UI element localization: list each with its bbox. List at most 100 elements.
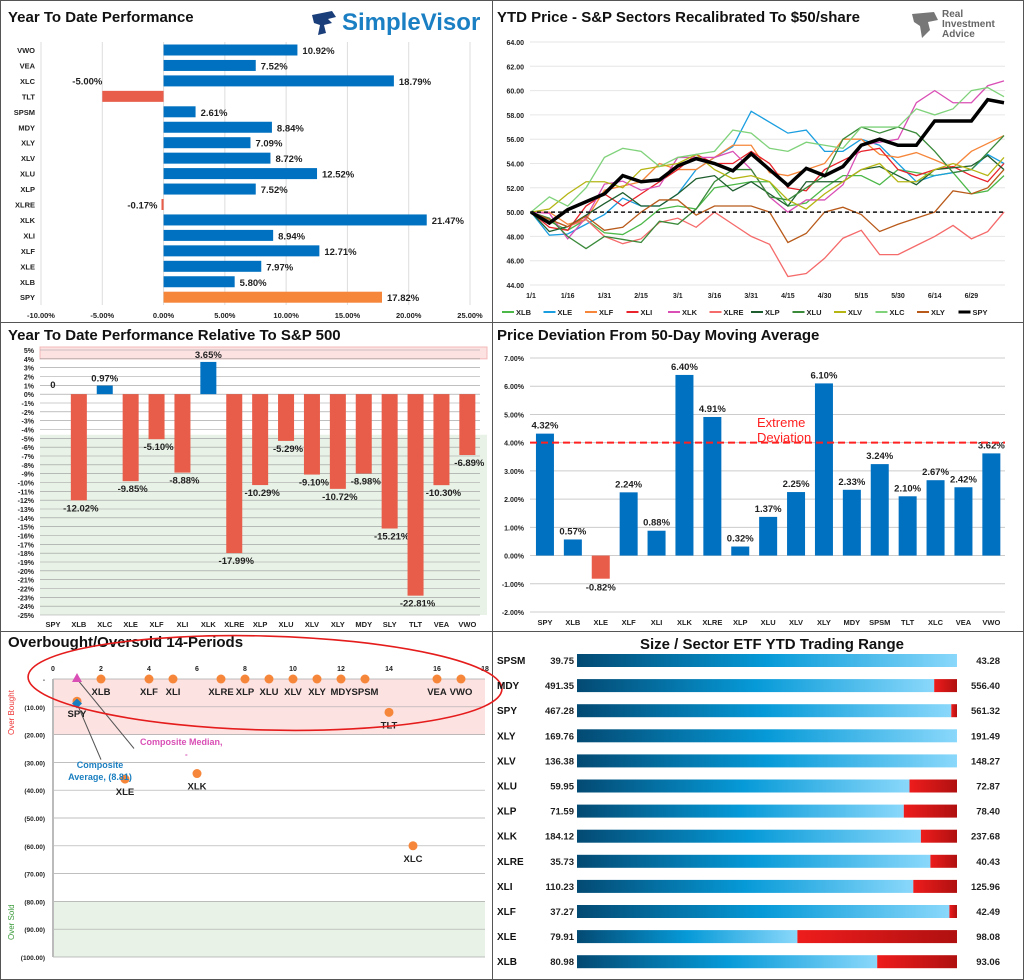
data-label: 8.84% — [277, 123, 304, 134]
x-tick-label: 10 — [289, 666, 297, 673]
x-tick-label: 2 — [99, 666, 103, 673]
data-label: -6.89% — [454, 458, 485, 469]
x-tick-label: 25.00% — [457, 311, 483, 320]
x-tick-label: 14 — [385, 666, 393, 673]
y-tick-label: (100.00) — [21, 955, 45, 962]
bar-TLT — [407, 394, 424, 596]
ticker-label: XLF — [497, 907, 516, 918]
point-XLE — [120, 774, 130, 784]
ticker-label: XLRE — [497, 857, 524, 868]
data-label: 3.24% — [866, 451, 893, 462]
y-tick-label: (70.00) — [24, 872, 45, 879]
legend-label: XLRE — [724, 308, 744, 317]
category-label: SPSM — [14, 108, 35, 117]
x-tick-label: 8 — [243, 666, 247, 673]
data-label: 7.52% — [261, 185, 288, 196]
data-label: -0.17% — [127, 201, 158, 212]
y-tick-label: -7% — [22, 454, 35, 461]
category-label: XLI — [651, 618, 663, 627]
ticker-label: MDY — [497, 681, 520, 692]
bar-XLY — [329, 394, 346, 489]
y-tick-label: 46.00 — [506, 259, 524, 266]
range-bar-XLY — [577, 729, 957, 743]
category-label: XLP — [20, 185, 35, 194]
bar-MDY — [355, 394, 372, 474]
y-tick-label: -9% — [22, 472, 35, 479]
data-label: 2.42% — [950, 474, 977, 485]
point-label: XLF — [140, 687, 158, 698]
bar-TLT — [898, 496, 917, 556]
y-tick-label: 5% — [24, 348, 35, 355]
overbought-band — [39, 346, 488, 360]
point-label: XLV — [284, 687, 302, 698]
data-label: 7.09% — [255, 139, 282, 150]
bar-MDY — [163, 121, 272, 133]
simplevisor-wordmark: SimpleVisor — [342, 9, 481, 36]
range-high: 556.40 — [971, 681, 1000, 692]
range-remaining-XLP — [903, 804, 957, 818]
category-label: XLK — [201, 620, 217, 629]
y-tick-label: 3.00% — [504, 469, 525, 476]
series-line-SPY — [530, 97, 1005, 226]
category-label: SPY — [20, 293, 35, 302]
range-high: 40.43 — [976, 857, 1000, 868]
ria-logo: Real Investment Advice — [910, 10, 995, 40]
range-low: 59.95 — [550, 782, 574, 793]
category-label: XLU — [279, 620, 294, 629]
y-tick-label: 7.00% — [504, 356, 525, 363]
chart-title-ytd: Year To Date Performance — [8, 9, 194, 26]
category-label: XLB — [565, 618, 581, 627]
y-tick-label: -12% — [18, 498, 35, 505]
y-tick-label: -6% — [22, 445, 35, 452]
y-tick-label: 2.00% — [504, 497, 525, 504]
legend-label: XLV — [848, 308, 862, 317]
simplevisor-logo: SimpleVisor — [310, 9, 480, 37]
range-low: 110.23 — [545, 882, 574, 893]
data-label: -9.10% — [299, 478, 330, 489]
y-tick-label: -11% — [18, 489, 35, 496]
overbought-label: Over Bought — [7, 689, 16, 735]
x-tick-label: -10.00% — [27, 311, 55, 320]
category-label: TLT — [409, 620, 423, 629]
category-label: XLF — [622, 618, 637, 627]
y-tick-label: 62.00 — [506, 64, 524, 71]
data-label: 3.62% — [978, 440, 1005, 451]
data-label: -8.88% — [169, 476, 200, 487]
data-label: 21.47% — [432, 216, 465, 227]
bar-XLRE — [161, 199, 164, 210]
category-label: VWO — [17, 46, 35, 55]
range-bar-XLI — [577, 879, 914, 893]
series-line-XLB — [530, 168, 1005, 236]
category-label: XLE — [20, 262, 35, 271]
category-label: XLB — [71, 620, 87, 629]
series-line-XLV — [530, 153, 1005, 213]
ticker-label: XLP — [497, 807, 517, 818]
y-tick-label: 54.00 — [506, 162, 524, 169]
category-label: SLY — [383, 620, 397, 629]
x-tick-label: 6/29 — [965, 293, 979, 300]
legend-label: XLI — [641, 308, 653, 317]
bar-SPSM — [163, 106, 196, 118]
range-high: 98.08 — [976, 932, 1000, 943]
y-tick-label: (60.00) — [24, 844, 45, 851]
category-label: XLE — [593, 618, 608, 627]
category-label: MDY — [844, 618, 861, 627]
range-remaining-XLF — [949, 905, 957, 918]
y-tick-label: -2.00% — [502, 610, 525, 617]
y-tick-label: -8% — [22, 463, 35, 470]
x-tick-label: 3/1 — [673, 293, 683, 300]
legend-label: XLY — [931, 308, 945, 317]
range-remaining-XLI — [913, 879, 957, 893]
composite-median-marker — [72, 673, 82, 682]
category-label: XLK — [20, 216, 36, 225]
ticker-label: XLE — [497, 932, 517, 943]
x-tick-label: 18 — [481, 666, 489, 673]
category-label: XLV — [789, 618, 803, 627]
y-tick-label: -25% — [18, 613, 35, 620]
range-high: 561.32 — [971, 706, 1000, 717]
data-label: -10.30% — [426, 488, 462, 499]
category-label: XLU — [761, 618, 776, 627]
category-label: XLF — [21, 247, 36, 256]
data-label: 12.52% — [322, 170, 355, 181]
point-XLRE — [216, 674, 226, 684]
